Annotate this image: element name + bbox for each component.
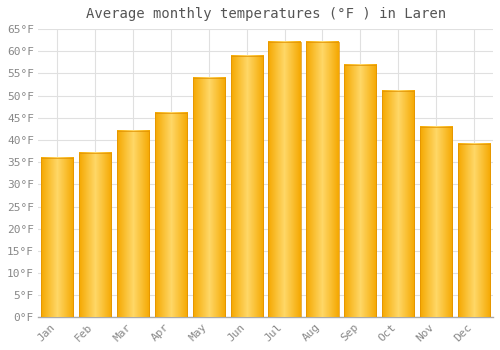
- Title: Average monthly temperatures (°F ) in Laren: Average monthly temperatures (°F ) in La…: [86, 7, 446, 21]
- Bar: [344, 64, 376, 317]
- Bar: [154, 113, 187, 317]
- Bar: [458, 145, 490, 317]
- Bar: [268, 42, 300, 317]
- Bar: [306, 42, 338, 317]
- Bar: [420, 127, 452, 317]
- Bar: [230, 56, 262, 317]
- Bar: [117, 131, 149, 317]
- Bar: [41, 158, 73, 317]
- Bar: [382, 91, 414, 317]
- Bar: [192, 78, 225, 317]
- Bar: [79, 153, 111, 317]
